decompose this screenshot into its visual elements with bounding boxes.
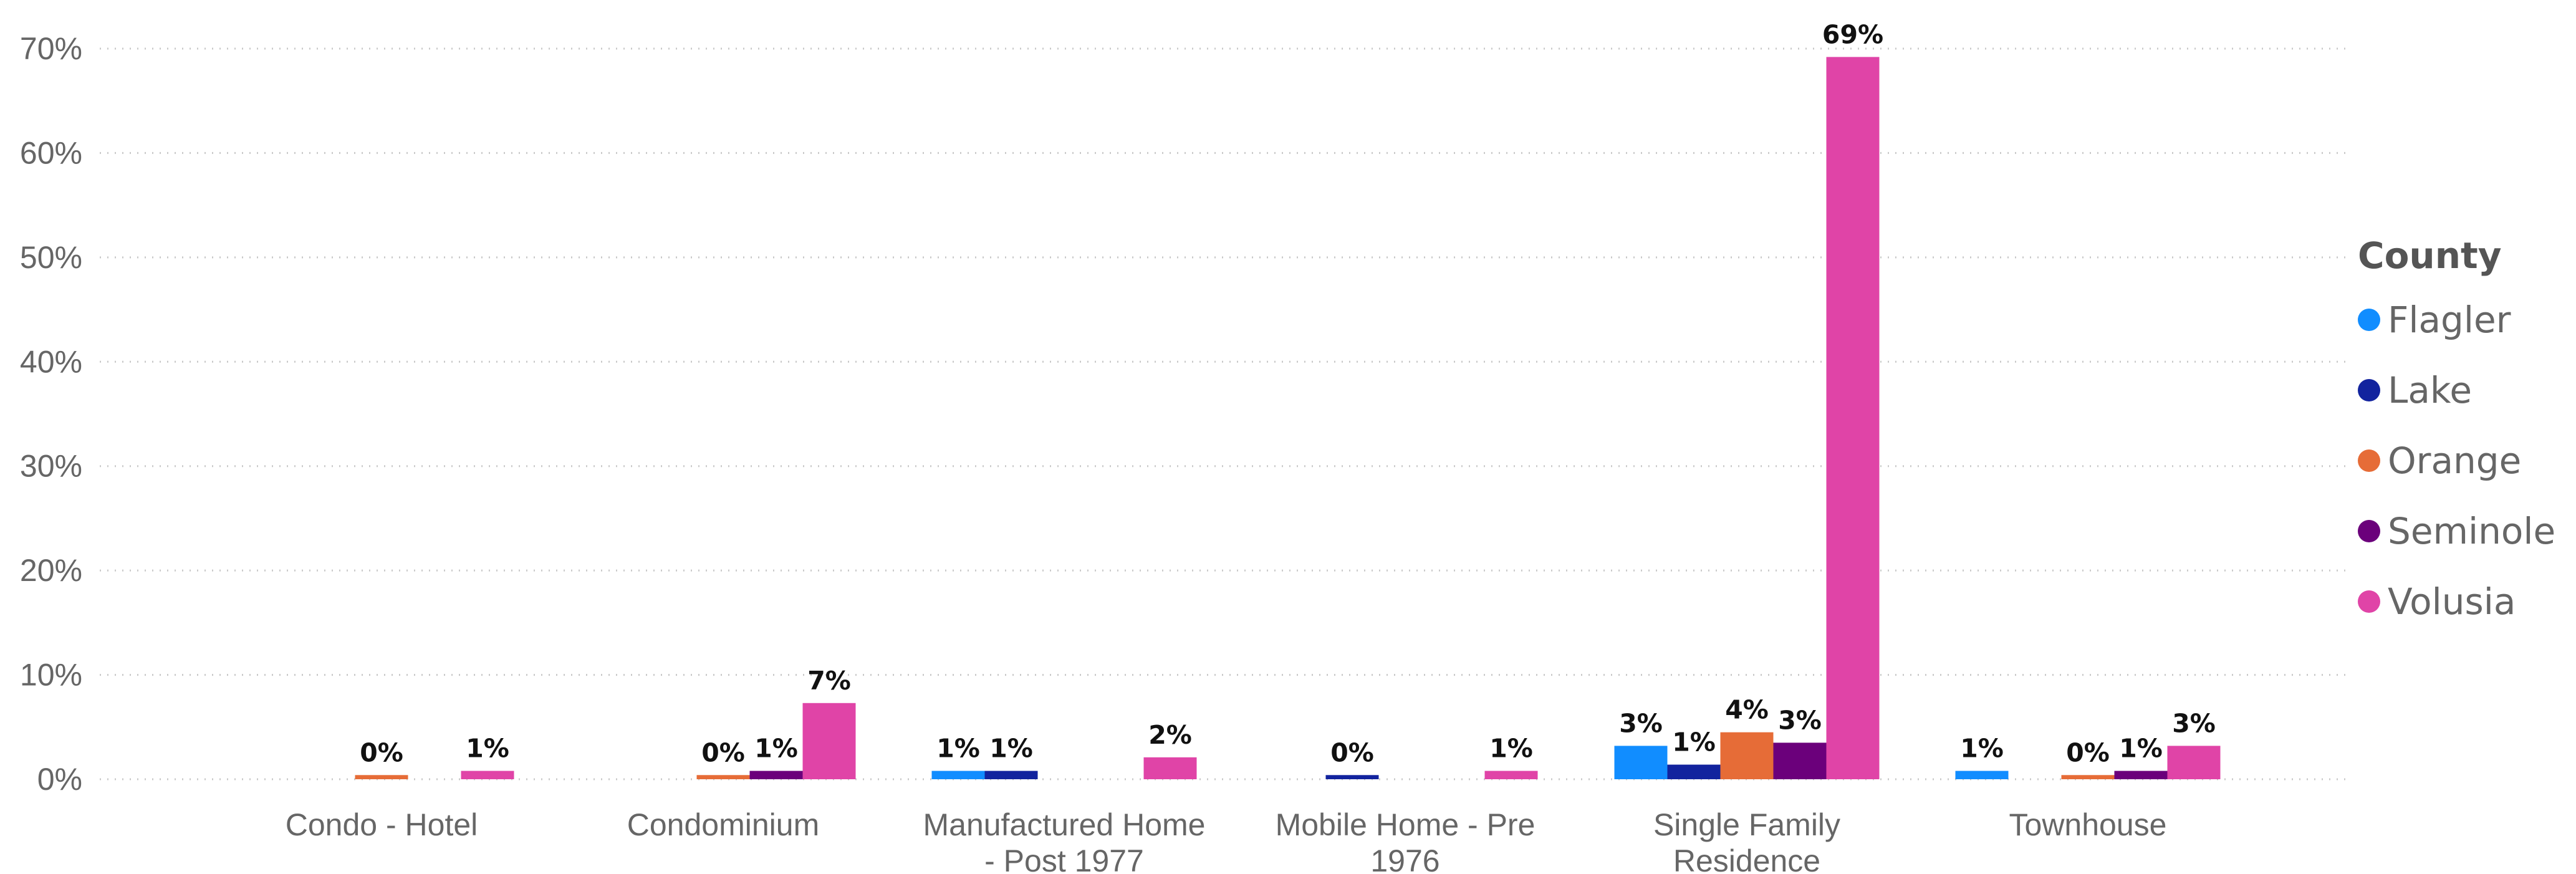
x-category-label-line: Single Family [1653,807,1840,842]
data-label: 69% [1822,19,1883,49]
y-tick-label: 20% [20,553,82,588]
legend-marker [2358,519,2380,542]
x-category-label-line: Townhouse [2009,807,2167,842]
bar-orange [2061,775,2115,779]
data-label: 1% [936,734,980,764]
x-category-label-line: 1976 [1370,843,1439,874]
legend-marker [2358,378,2380,401]
legend-item-orange[interactable]: Orange [2358,425,2570,496]
x-category-label-line: Mobile Home - Pre [1276,807,1536,842]
data-label: 0% [701,737,745,767]
data-label: 1% [989,734,1033,764]
bar-volusia [802,703,856,779]
x-category-label: Condo - Hotel [286,807,478,842]
bar-volusia [1484,771,1538,779]
y-tick-label: 50% [20,240,82,275]
bar-lake [1667,764,1721,779]
bars [355,57,2221,779]
y-tick-label: 40% [20,344,82,379]
bar-seminole [749,771,803,779]
bar-flagler [931,771,985,779]
data-label: 3% [2172,708,2216,738]
x-category-label-line: Condominium [627,807,819,842]
legend-marker [2358,590,2380,613]
bar-flagler [1614,746,1668,779]
data-label: 1% [1489,734,1533,764]
legend-marker [2358,308,2380,331]
y-tick-label: 10% [20,658,82,693]
data-label: 0% [360,737,403,767]
data-label: 0% [1330,737,1374,767]
legend-label: Seminole [2388,509,2556,552]
x-category-label: Manufactured Home - Post 1977 [923,807,1205,874]
legend-item-lake[interactable]: Lake [2358,355,2570,425]
gridlines [100,47,2350,780]
data-label: 1% [1960,734,2004,764]
x-category-label: Mobile Home - Pre 1976 [1276,807,1536,874]
data-label: 1% [754,734,798,764]
y-tick-label: 60% [20,135,82,170]
data-label: 0% [2066,737,2110,767]
bar-seminole [1773,742,1827,779]
legend-label: Orange [2388,439,2522,482]
y-tick-label: 70% [20,31,82,66]
bar-volusia [461,771,514,779]
legend-title: County [2358,234,2502,277]
data-label: 2% [1148,720,1192,750]
y-tick-label: 30% [20,449,82,484]
legend-label: Lake [2388,368,2473,411]
bar-lake [1325,775,1379,779]
legend-item-flagler[interactable]: Flagler [2358,284,2570,355]
bar-flagler [1955,771,2009,779]
x-axis-categories: Condo - Hotel Condominium Manufactured Hom… [286,807,2167,874]
legend-items: Flagler Lake Orange Seminole Volusia [2358,284,2570,636]
bar-orange [355,775,408,779]
x-category-label-line: Condo - Hotel [286,807,478,842]
x-category-label: Condominium [627,807,819,842]
data-labels: 1% 3% 1% 1% 0% 1% 0% 0% 4% 0% 1% 3% 1% 1% 7% 2% 1% 69% 3% [360,19,2216,767]
x-category-label-line: - Post 1977 [984,843,1144,874]
x-category-label-line: Manufactured Home [923,807,1205,842]
data-label: 4% [1725,695,1769,725]
legend-item-seminole[interactable]: Seminole [2358,496,2570,566]
bar-volusia [2167,746,2221,779]
data-label: 1% [1672,728,1716,757]
legend-label: Volusia [2388,580,2516,623]
legend-label: Flagler [2388,298,2511,341]
legend-marker [2358,449,2380,472]
bar-lake [984,771,1038,779]
x-category-label: Single Family Residence [1653,807,1840,874]
data-label: 1% [466,734,509,764]
bar-volusia [1143,757,1197,779]
bar-orange [1720,732,1774,779]
data-label: 3% [1778,705,1822,735]
data-label: 7% [807,666,851,696]
bar-volusia [1826,57,1880,779]
y-axis-ticks: 0% 10% 20% 30% 40% 50% 60% 70% [20,31,82,797]
data-label: 3% [1619,708,1663,738]
x-category-label: Townhouse [2009,807,2167,842]
y-tick-label: 0% [37,762,82,797]
bar-seminole [2114,771,2168,779]
legend-item-volusia[interactable]: Volusia [2358,566,2570,636]
legend: County Flagler Lake Orange Seminole Volusia [2358,236,2570,636]
data-label: 1% [2119,734,2163,764]
x-category-label-line: Residence [1673,843,1820,874]
bar-orange [696,775,750,779]
